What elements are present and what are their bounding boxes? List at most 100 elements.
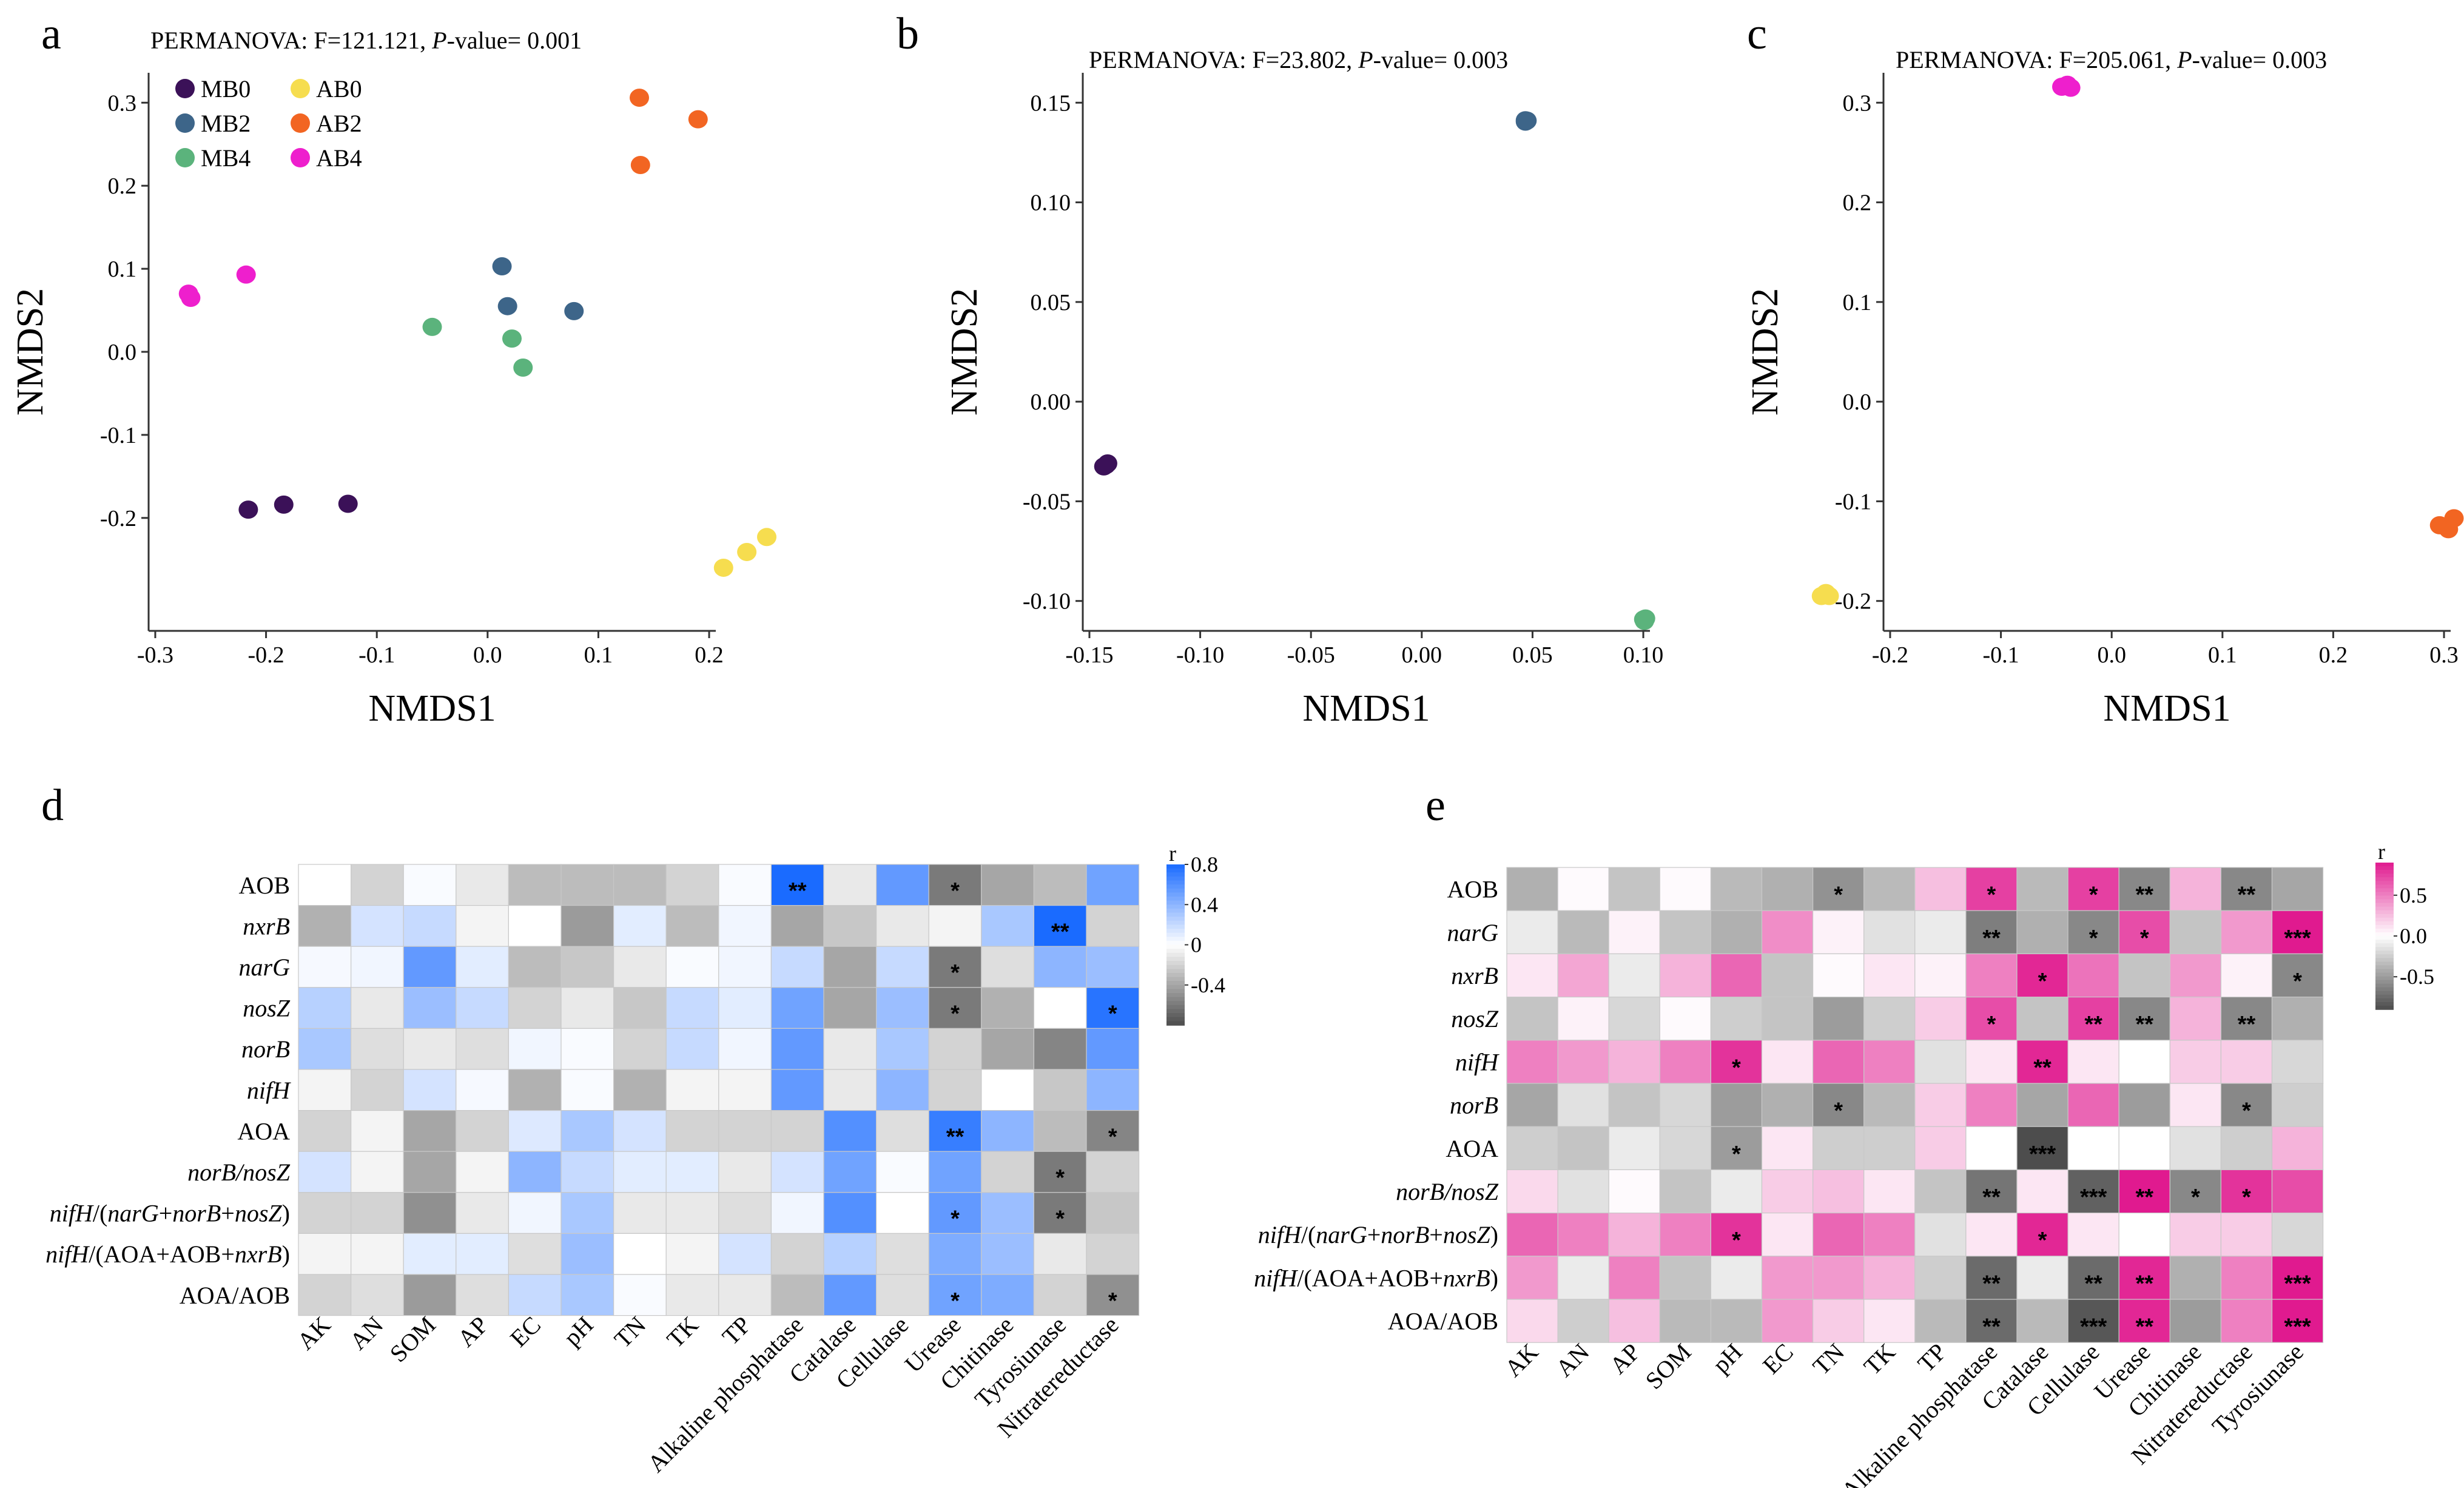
heatmap-cell (823, 1069, 877, 1111)
heatmap-cell (560, 1109, 614, 1152)
y-tick-label: 0.00 (1031, 389, 1071, 415)
heatmap-cell (823, 904, 877, 947)
heatmap-cell (560, 1233, 614, 1275)
heatmap-cell (508, 1192, 562, 1234)
heatmap-cell (1557, 1299, 1609, 1343)
significance-star: *** (2284, 926, 2311, 951)
colorbar-tick-label: 0.0 (2400, 924, 2427, 948)
heatmap-cell (2067, 1169, 2119, 1214)
heatmap-cell (613, 904, 667, 947)
heatmap-cell (1710, 1083, 1763, 1127)
colorbar-segment (1166, 1005, 1185, 1010)
heatmap-cell (298, 1069, 352, 1111)
heatmap-cell (2016, 1299, 2068, 1343)
x-tick-label: -0.1 (1982, 642, 2019, 668)
colorbar-segment (2375, 924, 2394, 929)
colorbar-segment (1166, 900, 1185, 906)
heatmap-cell (1033, 1233, 1087, 1275)
heatmap-cell (928, 987, 982, 1029)
colorbar-segment (1166, 920, 1185, 926)
heatmap-cell (1557, 910, 1609, 954)
heatmap-cell (1659, 867, 1712, 911)
colorbar-segment (1166, 884, 1185, 889)
row-label: AOA (1446, 1135, 1498, 1162)
heatmap-cell (823, 1109, 877, 1152)
heatmap-cell (1557, 953, 1609, 998)
colorbar-segment (1166, 952, 1185, 958)
heatmap-cell (1506, 1299, 1558, 1343)
heatmap-cell (1608, 1256, 1660, 1300)
heatmap-cell (2067, 1256, 2119, 1300)
significance-star: * (1108, 1288, 1117, 1314)
colorbar-segment (1166, 957, 1185, 961)
heatmap-cell (718, 1028, 772, 1070)
heatmap-cell (1863, 1256, 1916, 1300)
heatmap-cell (1659, 1212, 1712, 1257)
heatmap-cell (508, 904, 562, 947)
heatmap-cell (1761, 1126, 1814, 1170)
colorbar-tick-label: 0.5 (2400, 883, 2427, 907)
heatmap-cell (2169, 1083, 2222, 1127)
colorbar-segment (2375, 987, 2394, 992)
heatmap-cell (350, 1274, 404, 1316)
heatmap-cell (2118, 1126, 2170, 1170)
heatmap-cell (1033, 1028, 1087, 1070)
heatmap-cell (456, 864, 509, 906)
heatmap-cell (508, 946, 562, 988)
heatmap-cell (1710, 1040, 1763, 1084)
heatmap-cell (1659, 1299, 1712, 1343)
heatmap-cell (456, 946, 509, 988)
heatmap-cell (2169, 996, 2222, 1041)
x-axis-title: NMDS1 (2103, 688, 2230, 729)
x-tick-label: -0.2 (1872, 642, 1908, 668)
heatmap-cell (298, 904, 352, 947)
legend-label: AB0 (316, 75, 362, 103)
heatmap-cell (2016, 910, 2068, 954)
colorbar-segment (2375, 983, 2394, 988)
heatmap-cell (456, 1109, 509, 1152)
significance-star: * (1834, 1099, 1843, 1124)
significance-star: * (1987, 1012, 1996, 1037)
heatmap-cell (665, 1192, 719, 1234)
heatmap-cell (1965, 1256, 2018, 1300)
heatmap-cell (2067, 996, 2119, 1041)
heatmap-cell (403, 1028, 457, 1070)
heatmap-cell (665, 1274, 719, 1316)
heatmap-cell (2271, 953, 2324, 998)
colorbar-segment (1166, 969, 1185, 974)
heatmap-cell (1659, 1169, 1712, 1214)
heatmap-cell (1659, 1040, 1712, 1084)
y-tick-label: -0.2 (100, 506, 136, 531)
significance-star: *** (2080, 1185, 2107, 1210)
colorbar-segment (1166, 908, 1185, 914)
heatmap-cell (350, 864, 404, 906)
row-label: AOB (239, 872, 290, 899)
heatmap-cell (1659, 1126, 1712, 1170)
significance-star: * (2038, 969, 2047, 994)
heatmap-cell (1965, 953, 2018, 998)
permanova-annotation: PERMANOVA: F=205.061, P-value= 0.003 (1896, 46, 2327, 73)
colorbar-segment (2375, 888, 2394, 893)
y-tick-label: 0.3 (108, 90, 137, 116)
heatmap-cell (875, 1233, 929, 1275)
colorbar-segment (1166, 961, 1185, 966)
heatmap-cell (298, 1151, 352, 1193)
significance-star: * (1055, 1165, 1065, 1191)
heatmap-cell (1710, 1212, 1763, 1257)
row-label: narG (239, 954, 291, 981)
heatmap-cell (403, 1069, 457, 1111)
heatmap-cell (1659, 996, 1712, 1041)
significance-star: ** (1982, 1271, 2001, 1296)
heatmap-cell (350, 987, 404, 1029)
heatmap-cell (1761, 1256, 1814, 1300)
significance-star: * (951, 1207, 960, 1232)
heatmap-cell (1033, 904, 1087, 947)
significance-star: ** (2084, 1271, 2102, 1296)
column-label: pH (558, 1311, 598, 1351)
heatmap-cell (613, 1233, 667, 1275)
heatmap-cell (1863, 996, 1916, 1041)
column-label: SOM (385, 1311, 441, 1367)
heatmap-cell (718, 1233, 772, 1275)
significance-star: ** (2238, 883, 2256, 908)
heatmap-cell (1557, 867, 1609, 911)
